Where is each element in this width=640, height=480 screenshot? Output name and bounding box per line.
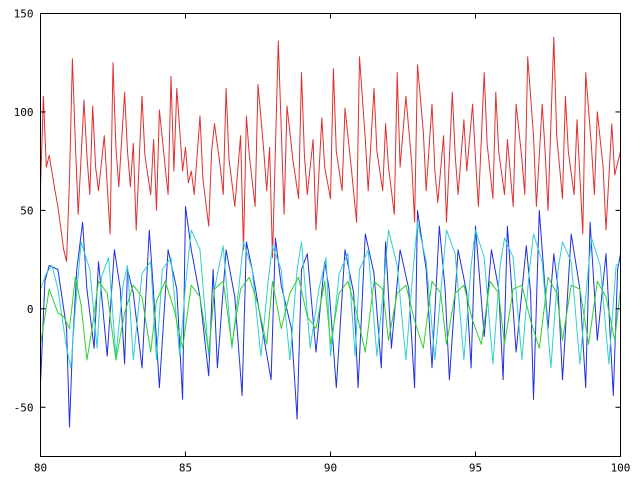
y-tick-label: -50 [14, 401, 34, 414]
series-line-0 [40, 36, 621, 263]
y-tick-label: 0 [27, 303, 34, 316]
series-line-3 [40, 276, 621, 361]
y-tick-label: 150 [14, 8, 34, 21]
series-line-1 [40, 206, 621, 428]
series-layer [40, 36, 621, 428]
plot-frame [40, 13, 621, 457]
y-tick-label: 100 [14, 106, 34, 119]
y-tick-label: 50 [20, 204, 33, 217]
x-tick-label: 95 [469, 462, 482, 475]
x-tick-label: 80 [34, 462, 47, 475]
axis-layer: 80 85 90 95 100 150 100 50 0 -50 [14, 8, 631, 475]
x-tick-label: 100 [611, 462, 631, 475]
series-line-2 [40, 221, 621, 369]
x-tick-label: 90 [324, 462, 337, 475]
x-tick-label: 85 [179, 462, 192, 475]
